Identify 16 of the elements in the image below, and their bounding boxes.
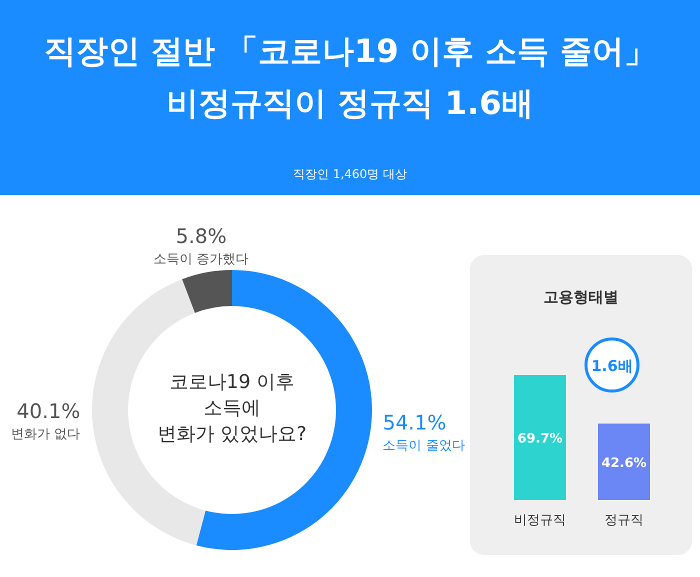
data-label: 5.8%: [176, 224, 227, 248]
slice-label: 소득이 증가했다: [154, 252, 249, 267]
x-tick-label: 비정규직: [514, 513, 566, 528]
data-label: 54.1%: [382, 410, 446, 435]
data-label: 69.7%: [517, 432, 563, 446]
annotation: 1.6배: [591, 357, 633, 375]
chart-title: 직장인 절반 「코로나19 이후 소득 줄어」 비정규직이 정규직 1.6배: [44, 32, 656, 122]
slice-label: 변화가 없다: [11, 427, 80, 442]
x-tick-label: 정규직: [604, 513, 644, 528]
chart-title: 고용형태별: [544, 288, 618, 306]
donut-slice: [182, 270, 232, 313]
slice-label: 소득이 줄었다: [382, 438, 465, 454]
chart-subtitle: 직장인 1,460명 대상: [293, 167, 407, 181]
data-label: 40.1%: [16, 399, 80, 424]
text: 코로나19 이후 소득에 변화가 있었나요?: [157, 371, 307, 445]
data-label: 42.6%: [601, 456, 647, 471]
